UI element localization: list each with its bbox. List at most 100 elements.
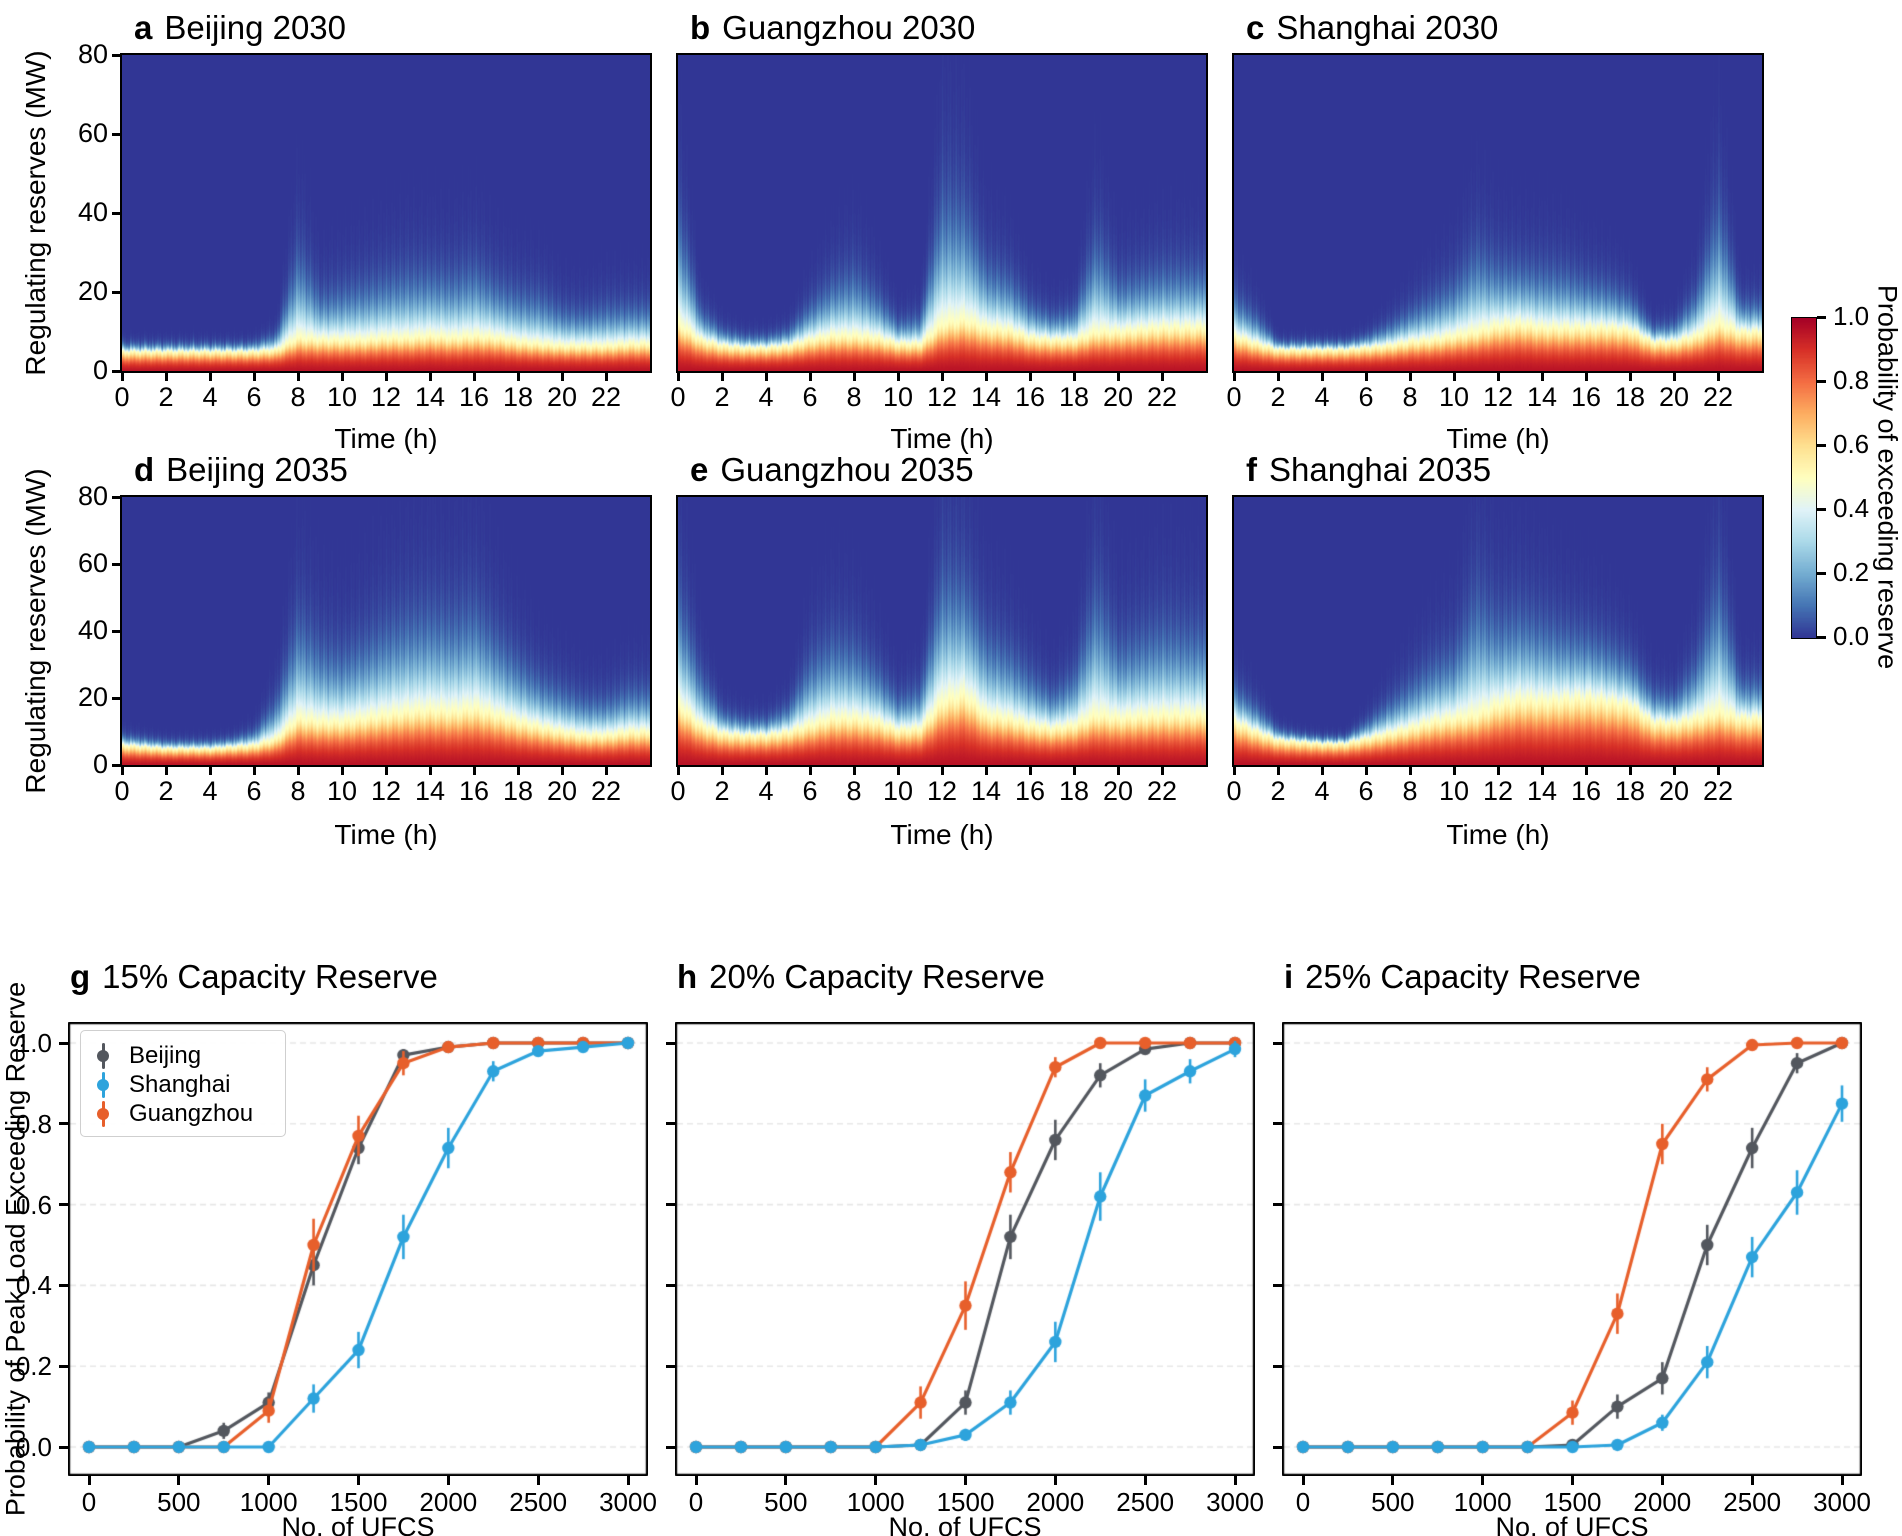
- x-tick-label: 12: [370, 776, 402, 806]
- panel-letter: b: [690, 9, 711, 46]
- x-tick: [604, 371, 608, 381]
- x-tick-label: 2500: [1723, 1487, 1782, 1517]
- x-tick-label: 20: [1102, 776, 1134, 806]
- y-tick-label: 60: [77, 118, 108, 148]
- x-tick-label: 1500: [936, 1487, 995, 1517]
- x-tick-label: 20: [546, 776, 578, 806]
- x-tick: [808, 371, 812, 381]
- x-tick-label: 2000: [1026, 1487, 1085, 1517]
- x-axis-label: No. of UFCS: [1495, 1512, 1649, 1536]
- x-tick-label: 2: [714, 382, 730, 412]
- panel-i-25pct-capacity-reserve: i 25% Capacity Reserve No. of UFCS 0 500 10…: [1273, 958, 1871, 1536]
- y-tick: [59, 1364, 68, 1368]
- x-tick-label: 18: [502, 382, 534, 412]
- y-tick: [666, 1122, 675, 1126]
- panel-g-15pct-capacity-reserve: g 15% Capacity Reserve Probability of Pea…: [1, 958, 657, 1536]
- y-tick-label: 20: [77, 682, 108, 712]
- y-tick-label: 1.0: [15, 1028, 52, 1058]
- x-tick-label: 16: [1570, 382, 1602, 412]
- heatmap-canvas-d: [122, 497, 650, 765]
- panel-b-guangzhou-2030: b Guangzhou 2030 Time (h) 0 2 4 6 8 10 12 14 16 18…: [670, 9, 1208, 454]
- x-tick-label: 10: [326, 776, 358, 806]
- x-tick: [1232, 371, 1236, 381]
- x-axis-label: Time (h): [890, 819, 994, 850]
- x-tick: [472, 371, 476, 381]
- x-tick: [1072, 371, 1076, 381]
- x-tick: [296, 371, 300, 381]
- y-tick: [112, 629, 122, 633]
- legend-label: Shanghai: [129, 1070, 231, 1098]
- panel-letter: a: [134, 9, 153, 46]
- x-tick-label: 4: [202, 382, 218, 412]
- y-tick: [112, 132, 122, 136]
- panel-title: e Guangzhou 2035: [690, 451, 974, 489]
- x-tick: [1301, 1476, 1305, 1485]
- y-tick-label: 0: [92, 355, 108, 385]
- panel-letter: i: [1284, 958, 1294, 995]
- x-tick: [1452, 371, 1456, 381]
- x-tick: [852, 371, 856, 381]
- x-tick-label: 0: [688, 1487, 704, 1517]
- x-tick-label: 22: [590, 382, 622, 412]
- x-tick-label: 18: [502, 776, 534, 806]
- x-tick: [1391, 1476, 1395, 1485]
- heatmap-frame: [1232, 495, 1764, 767]
- legend-item-guangzhou: Guangzhou: [95, 1099, 273, 1128]
- y-tick: [112, 763, 122, 767]
- legend-item-beijing: Beijing: [95, 1041, 273, 1070]
- x-tick-label: 6: [802, 776, 818, 806]
- x-tick-label: 6: [246, 382, 262, 412]
- x-tick: [516, 765, 520, 775]
- x-tick: [720, 765, 724, 775]
- x-axis-label: Time (h): [334, 423, 438, 454]
- x-tick: [208, 765, 212, 775]
- y-tick: [59, 1122, 68, 1126]
- x-tick-label: 2000: [1633, 1487, 1692, 1517]
- x-tick-label: 4: [1314, 776, 1330, 806]
- x-tick-label: 2500: [509, 1487, 568, 1517]
- legend-label: Beijing: [129, 1041, 202, 1069]
- panel-letter: e: [690, 451, 709, 488]
- x-tick-label: 1000: [1453, 1487, 1512, 1517]
- panel-title-text: Shanghai 2035: [1269, 451, 1492, 488]
- y-tick-label: 0.4: [15, 1270, 52, 1301]
- x-tick: [296, 765, 300, 775]
- x-tick: [1232, 765, 1236, 775]
- y-tick: [666, 1041, 675, 1045]
- x-tick-label: 3000: [1813, 1487, 1871, 1517]
- x-tick-label: 4: [1314, 382, 1330, 412]
- y-tick: [112, 369, 122, 373]
- x-tick-label: 20: [1102, 382, 1134, 412]
- x-tick-label: 6: [1358, 382, 1374, 412]
- x-axis-label: Time (h): [1446, 819, 1550, 850]
- x-tick: [267, 1476, 271, 1485]
- line-chart-canvas-i: [1282, 1022, 1862, 1476]
- x-tick: [1840, 1476, 1844, 1485]
- x-tick: [208, 371, 212, 381]
- shanghai-errorbar-marker-icon: [95, 1071, 111, 1098]
- x-tick-label: 500: [1371, 1487, 1415, 1517]
- panel-title-text: 25% Capacity Reserve: [1305, 958, 1641, 995]
- x-tick: [1053, 1476, 1057, 1485]
- panel-letter: h: [677, 958, 698, 995]
- panel-title: c Shanghai 2030: [1246, 9, 1498, 47]
- x-tick-label: 12: [370, 382, 402, 412]
- x-tick: [784, 1476, 788, 1485]
- panel-a-beijing-2030: a Beijing 2030 Regulating reserves (MW) T…: [20, 9, 652, 454]
- x-tick: [896, 765, 900, 775]
- x-axis-label: No. of UFCS: [281, 1512, 435, 1536]
- x-tick-label: 0: [1226, 382, 1242, 412]
- x-tick: [984, 371, 988, 381]
- x-tick: [120, 765, 124, 775]
- y-tick: [59, 1041, 68, 1045]
- legend-item-shanghai: Shanghai: [95, 1070, 273, 1099]
- panel-letter: c: [1246, 9, 1265, 46]
- x-tick: [472, 765, 476, 775]
- x-tick-label: 0: [81, 1487, 97, 1517]
- x-tick-label: 3000: [599, 1487, 657, 1517]
- x-tick-label: 8: [290, 776, 306, 806]
- y-tick-label: 0: [92, 749, 108, 779]
- x-tick: [1716, 765, 1720, 775]
- x-tick: [164, 765, 168, 775]
- x-tick-label: 4: [758, 776, 774, 806]
